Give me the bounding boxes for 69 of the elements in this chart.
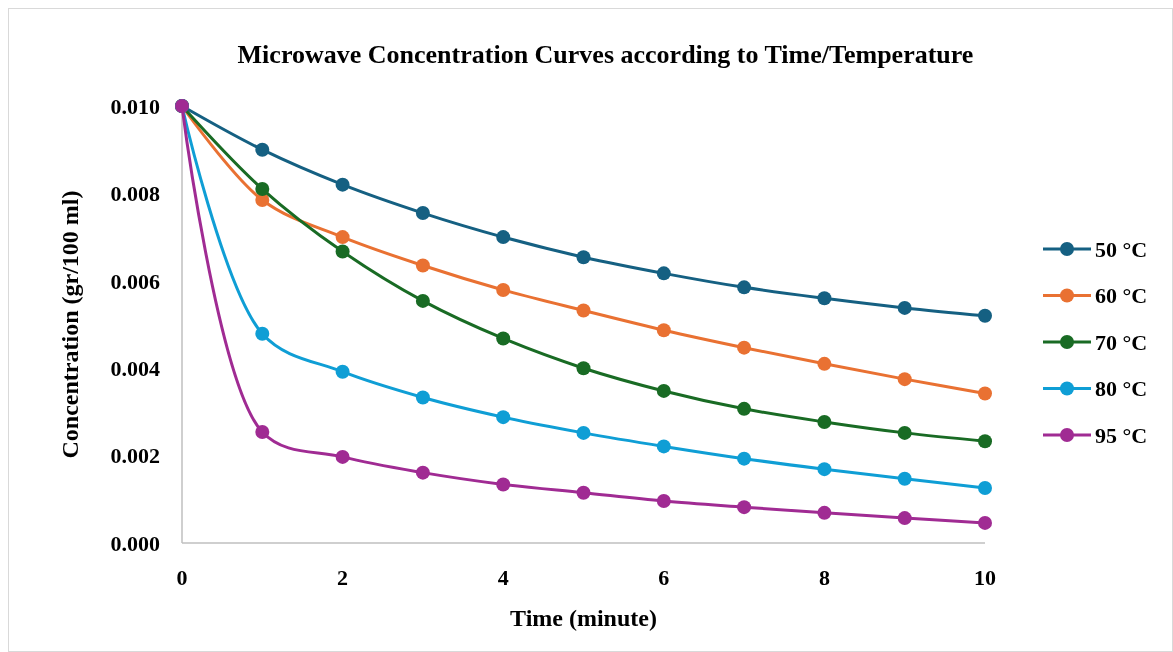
- legend-label: 80 °C: [1095, 376, 1148, 402]
- point: [576, 303, 591, 318]
- point: [817, 291, 832, 306]
- point: [897, 372, 912, 387]
- point: [335, 364, 350, 379]
- y-tick-label: 0.000: [110, 530, 160, 556]
- point: [496, 282, 511, 297]
- point: [737, 280, 752, 295]
- legend-label: 50 °C: [1095, 236, 1148, 262]
- point: [415, 258, 430, 273]
- point: [817, 414, 832, 429]
- point: [415, 465, 430, 480]
- point: [737, 500, 752, 515]
- point: [656, 439, 671, 454]
- point: [656, 494, 671, 509]
- point: [496, 230, 511, 245]
- point: [415, 293, 430, 308]
- point: [737, 401, 752, 416]
- y-axis-title: Concentration (gr/100 ml): [57, 190, 83, 459]
- point: [978, 515, 992, 530]
- point: [335, 177, 350, 192]
- point: [255, 142, 270, 157]
- y-tick-label: 0.006: [110, 268, 160, 294]
- x-tick-label: 8: [818, 565, 830, 590]
- point: [737, 451, 752, 466]
- x-tick-label: 10: [974, 565, 996, 590]
- point: [255, 425, 270, 439]
- point: [817, 356, 832, 371]
- y-tick-label: 0.008: [110, 181, 160, 207]
- point: [817, 462, 832, 477]
- point: [897, 300, 912, 315]
- point: [897, 425, 912, 440]
- point: [415, 206, 430, 221]
- point: [897, 471, 912, 486]
- x-tick-label: 2: [337, 565, 349, 590]
- point: [496, 477, 511, 492]
- point: [576, 485, 591, 500]
- point: [978, 308, 992, 323]
- legend-label: 70 °C: [1095, 329, 1148, 355]
- point: [656, 266, 671, 281]
- x-tick-label: 0: [176, 565, 188, 590]
- point: [978, 480, 992, 495]
- x-tick-label: 4: [497, 565, 509, 590]
- x-tick-label: 6: [658, 565, 670, 590]
- point: [978, 386, 992, 401]
- point: [978, 434, 992, 449]
- point: [656, 323, 671, 338]
- point: [335, 449, 350, 464]
- chart-title: Microwave Concentration Curves according to Time/Temperature: [237, 40, 974, 69]
- y-tick-label: 0.010: [110, 93, 160, 119]
- point: [897, 511, 912, 526]
- legend-label: 60 °C: [1095, 283, 1148, 309]
- point: [576, 250, 591, 265]
- y-tick-label: 0.002: [110, 443, 160, 469]
- point: [255, 182, 270, 197]
- point: [737, 340, 752, 355]
- legend-label: 95 °C: [1095, 422, 1148, 448]
- point: [415, 390, 430, 405]
- point: [335, 230, 350, 245]
- y-tick-label: 0.004: [110, 355, 160, 381]
- point: [817, 505, 832, 520]
- point: [496, 410, 511, 425]
- point: [656, 383, 671, 398]
- point: [496, 331, 511, 346]
- point: [335, 244, 350, 259]
- point: [576, 425, 591, 440]
- point: [576, 361, 591, 376]
- x-axis-title: Time (minute): [510, 605, 657, 631]
- point: [255, 326, 270, 341]
